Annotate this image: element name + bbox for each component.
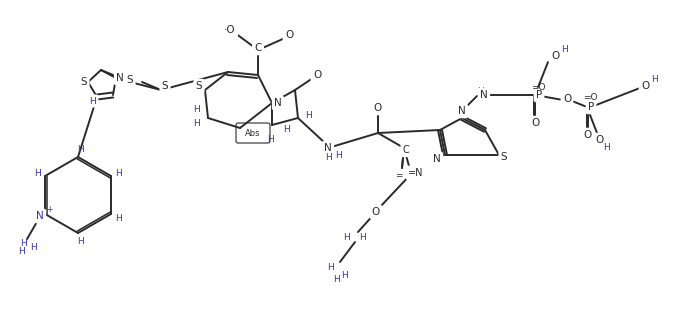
- Text: S: S: [501, 152, 507, 162]
- Text: H: H: [116, 169, 123, 179]
- Text: N: N: [480, 90, 488, 100]
- Text: H: H: [34, 169, 40, 179]
- Text: H: H: [90, 96, 97, 106]
- Text: H: H: [304, 111, 311, 119]
- Text: H: H: [360, 234, 366, 242]
- Text: H: H: [652, 76, 659, 84]
- Text: =N: =N: [408, 168, 424, 178]
- Text: H: H: [77, 144, 83, 154]
- Text: H: H: [334, 276, 340, 284]
- Text: Abs: Abs: [245, 129, 261, 137]
- Text: N: N: [116, 73, 124, 83]
- Text: N: N: [433, 154, 441, 164]
- Text: O: O: [285, 30, 293, 40]
- Text: S: S: [127, 75, 133, 85]
- Text: =O: =O: [530, 83, 545, 93]
- Text: H: H: [327, 263, 334, 271]
- Text: N: N: [324, 143, 332, 153]
- Text: H: H: [18, 246, 25, 256]
- Text: O: O: [583, 130, 591, 140]
- Text: H: H: [560, 46, 567, 54]
- Text: H: H: [326, 154, 332, 162]
- Text: P: P: [536, 90, 542, 100]
- Text: S: S: [80, 77, 87, 87]
- Text: H: H: [193, 118, 200, 127]
- Text: H: H: [116, 214, 123, 222]
- Text: H: H: [342, 270, 349, 279]
- Text: H: H: [20, 239, 27, 247]
- Text: O: O: [372, 207, 380, 217]
- Text: H: H: [603, 143, 610, 153]
- Text: O: O: [596, 135, 604, 145]
- Text: ·O: ·O: [224, 25, 236, 35]
- Text: C: C: [254, 43, 262, 53]
- Text: H: H: [193, 106, 200, 114]
- Text: H: H: [344, 234, 351, 242]
- Text: O: O: [551, 51, 559, 61]
- Text: O: O: [563, 94, 571, 104]
- Text: N: N: [274, 98, 282, 108]
- Text: N: N: [458, 106, 466, 116]
- Text: =O: =O: [583, 93, 597, 101]
- Text: S: S: [161, 81, 168, 91]
- Text: O: O: [374, 103, 382, 113]
- Text: H: H: [336, 150, 343, 160]
- Text: H: H: [30, 242, 37, 252]
- Text: N: N: [36, 211, 44, 221]
- Text: S: S: [195, 81, 202, 91]
- Text: H: H: [477, 87, 484, 95]
- Text: =: =: [395, 172, 402, 180]
- Text: C: C: [402, 145, 409, 155]
- Text: +: +: [46, 204, 52, 214]
- Text: H: H: [267, 135, 273, 143]
- Text: H: H: [77, 236, 83, 246]
- Text: N: N: [408, 168, 416, 178]
- Text: O: O: [313, 70, 321, 80]
- Text: O: O: [641, 81, 649, 91]
- Text: H: H: [283, 125, 289, 133]
- Text: O: O: [531, 118, 539, 128]
- Text: P: P: [588, 102, 594, 112]
